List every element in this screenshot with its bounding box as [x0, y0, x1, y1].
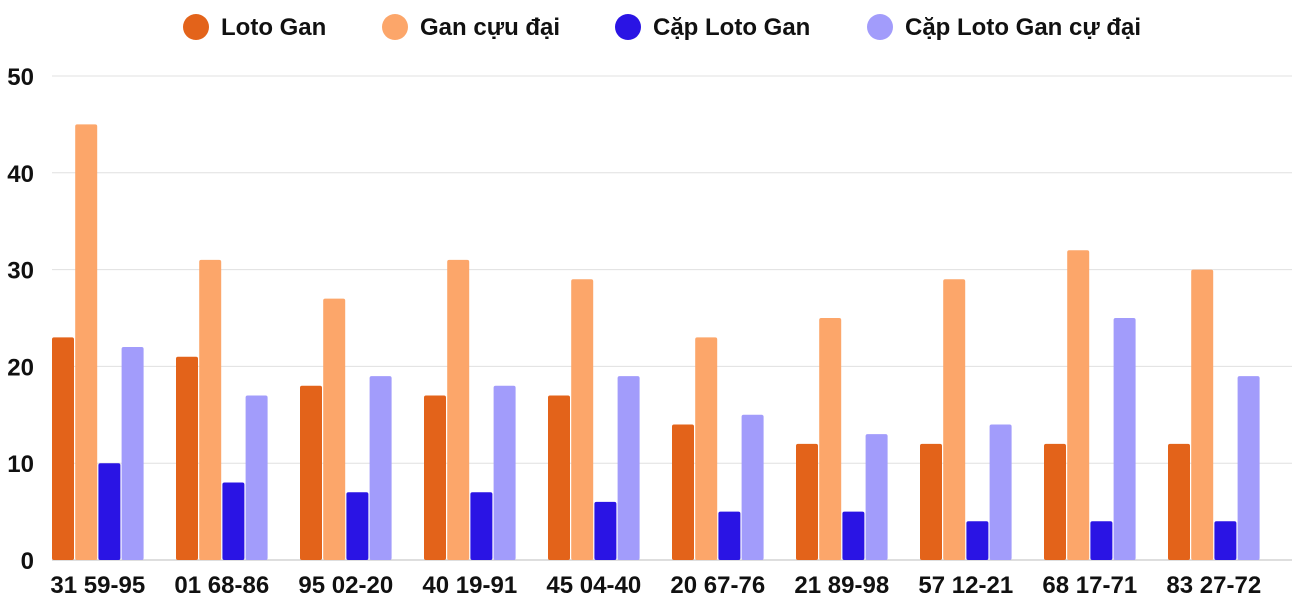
legend-item: Cặp Loto Gan [615, 14, 810, 41]
bar [571, 279, 594, 560]
y-tick-label: 30 [7, 258, 34, 285]
bar [943, 279, 966, 560]
bar [98, 463, 121, 560]
legend-label: Loto Gan [221, 14, 326, 41]
bar [75, 124, 98, 561]
bar [424, 395, 446, 560]
bar [245, 395, 268, 560]
bar [966, 521, 989, 560]
legend-swatch [615, 14, 641, 40]
x-tick-label: 68 17-71 [1042, 572, 1137, 599]
legend-label: Cặp Loto Gan cự đại [905, 14, 1141, 41]
legend-swatch [867, 14, 893, 40]
bar [447, 259, 470, 560]
x-tick-label: 01 68-86 [174, 572, 269, 599]
y-tick-label: 50 [7, 64, 34, 91]
bars [52, 124, 1260, 561]
x-tick-label: 20 67-76 [670, 572, 765, 599]
y-tick-label: 40 [7, 161, 34, 188]
y-tick-label: 10 [7, 451, 34, 478]
bar [121, 347, 144, 560]
bar [323, 298, 346, 560]
bar [470, 492, 493, 560]
legend-swatch [382, 14, 408, 40]
y-axis-ticks: 0 10 20 30 40 50 [7, 64, 34, 575]
legend-label: Cặp Loto Gan [653, 14, 810, 41]
bar [52, 337, 74, 560]
bar [796, 443, 818, 560]
bar [1214, 521, 1237, 560]
bar [176, 356, 198, 560]
bar [718, 511, 741, 560]
bar [1090, 521, 1113, 560]
bar [1191, 269, 1214, 560]
bar [920, 443, 942, 560]
x-tick-label: 31 59-95 [50, 572, 145, 599]
legend-swatch [183, 14, 209, 40]
legend-item: Gan cựu đại [382, 14, 560, 41]
x-tick-label: 95 02-20 [298, 572, 393, 599]
bar [1044, 443, 1066, 560]
bar [819, 318, 842, 560]
y-tick-label: 20 [7, 354, 34, 381]
x-tick-label: 57 12-21 [918, 572, 1013, 599]
bar [222, 482, 245, 560]
x-axis-ticks: 31 59-95 01 68-86 95 02-20 40 19-91 45 04-40… [50, 572, 1261, 599]
bar [300, 385, 322, 560]
bar [199, 259, 222, 560]
bar [842, 511, 865, 560]
bar [989, 424, 1012, 560]
bar [1113, 318, 1136, 560]
legend-item: Loto Gan [183, 14, 326, 41]
bar [1067, 250, 1090, 561]
bar [1168, 443, 1190, 560]
bar [346, 492, 369, 560]
legend-item: Cặp Loto Gan cự đại [867, 14, 1141, 41]
bar [493, 385, 516, 560]
x-tick-label: 40 19-91 [422, 572, 517, 599]
bar [1237, 376, 1260, 560]
bar [865, 434, 888, 560]
y-tick-label: 0 [21, 548, 34, 575]
x-tick-label: 21 89-98 [794, 572, 889, 599]
bar [548, 395, 570, 560]
bar [369, 376, 392, 560]
bar [594, 501, 617, 560]
bar [617, 376, 640, 560]
bar [741, 414, 764, 560]
bar [695, 337, 718, 560]
x-tick-label: 83 27-72 [1166, 572, 1261, 599]
bar [672, 424, 694, 560]
legend-label: Gan cựu đại [420, 14, 560, 41]
legend: Loto Gan Gan cựu đại Cặp Loto Gan Cặp Loto … [183, 14, 1141, 41]
x-tick-label: 45 04-40 [546, 572, 641, 599]
